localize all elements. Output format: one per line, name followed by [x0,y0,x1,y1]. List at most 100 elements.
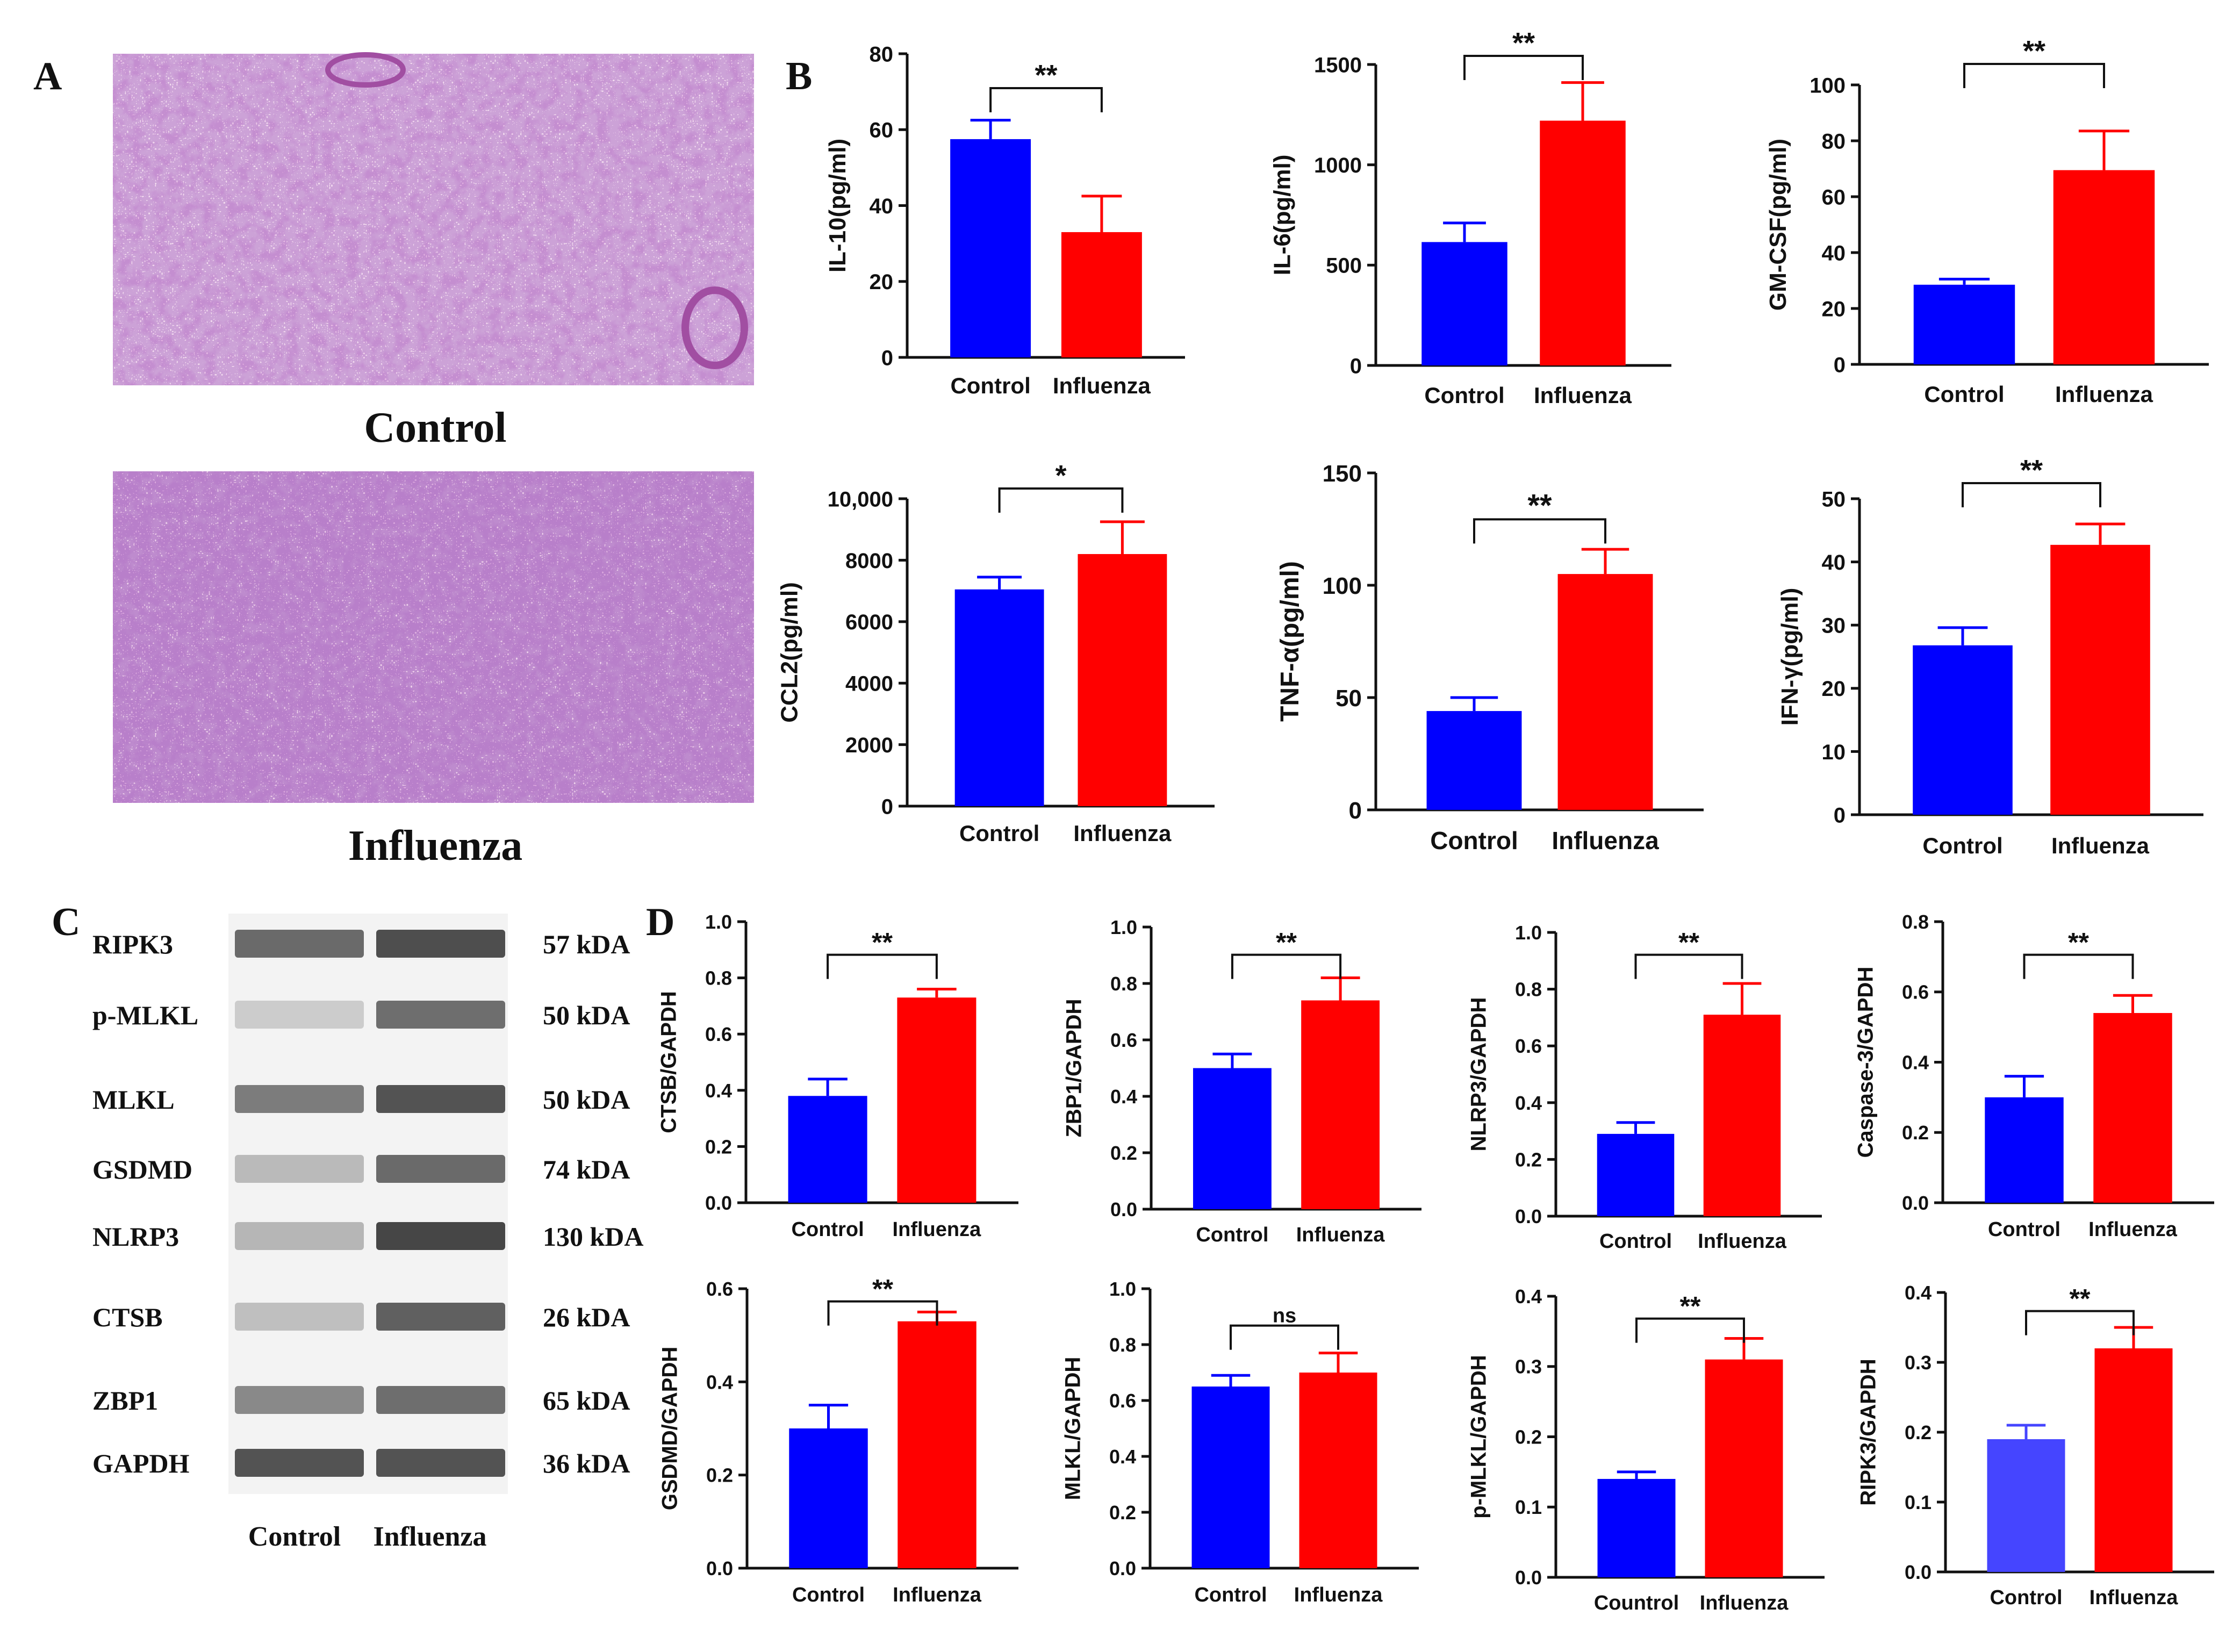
significance-label: ** [872,928,893,958]
significance-bracket [827,1300,938,1326]
bar-control [950,139,1031,357]
y-tick-label: 0.1 [1515,1496,1542,1518]
y-tick-label: 0.8 [1515,979,1542,1001]
y-tick-label: 0.8 [1110,973,1137,995]
y-tick-label: 150 [1323,461,1362,487]
significance-label: ** [2023,35,2045,67]
bar-influenza [2053,170,2155,364]
y-tick-label: 0.0 [1902,1192,1929,1214]
histology-control-bronchiole [325,52,406,88]
x-tick-label: Influenza [1073,821,1172,846]
blot-band-influenza [376,1155,505,1183]
y-tick-label: 0 [1350,354,1362,378]
bar-influenza [2050,544,2150,815]
y-tick-label: 0.6 [705,1023,732,1045]
histology-control [113,52,754,385]
bar-control [1985,1097,2064,1203]
blot-band-influenza [376,930,505,958]
y-tick-label: 0.0 [1109,1557,1136,1579]
blot-size-label: 50 kDA [543,1000,630,1030]
x-tick-label: Influenza [1534,383,1632,408]
x-tick-label: Influenza [1700,1592,1789,1614]
x-tick-label: Influenza [893,1218,982,1241]
x-tick-label: Control [1990,1586,2062,1609]
y-axis-label: ZBP1/GAPDH [1062,999,1086,1138]
x-tick-label: Control [792,1218,864,1241]
bar-influenza [2093,1012,2172,1203]
bar-control [1987,1439,2065,1572]
significance-label: ** [2020,454,2043,486]
x-tick-label: Control [1599,1230,1672,1253]
blot-band-control [235,1001,364,1029]
histology-control-nuclei [113,54,754,385]
significance-label: ** [1680,1291,1701,1321]
y-tick-label: 1.0 [705,911,732,933]
y-tick-label: 20 [1822,677,1846,701]
blot-band-control [235,1449,364,1477]
x-tick-label: Influenza [1296,1224,1385,1246]
panel-letter-c: C [52,900,80,944]
histology-influenza [113,471,754,803]
y-tick-label: 4000 [845,672,893,696]
significance-bracket [998,487,1124,513]
x-tick-label: Influenza [2051,833,2150,858]
y-tick-label: 0.4 [1515,1092,1542,1114]
y-axis-label: MLKL/GAPDH [1061,1357,1085,1500]
blot-protein-label: CTSB [92,1302,163,1332]
significance-bracket [827,953,938,979]
blot-band-control [235,1155,364,1183]
y-tick-label: 80 [870,42,894,66]
y-tick-label: 1.0 [1515,922,1542,944]
y-tick-label: 10,000 [828,487,893,511]
significance-bracket [1962,482,2101,507]
panel-letter-b: B [786,54,812,98]
panel-letter-d: D [646,900,674,944]
bar-control [788,1096,867,1203]
significance-label: ** [872,1274,893,1304]
significance-label: ** [2068,928,2089,958]
blot-lane-influenza: Influenza [374,1521,487,1552]
panel-letter-a: A [33,54,62,98]
bar-control [1597,1133,1675,1216]
chart-pmlkl: 0.0 0.1 0.2 0.3 0.4 p-MLKL/GAPDH Countrol Influ… [1467,1285,1825,1614]
y-tick-label: 0.4 [705,1080,732,1102]
x-tick-label: Influenza [2088,1218,2178,1241]
y-axis-label: p-MLKL/GAPDH [1467,1355,1491,1518]
significance-label: ** [1678,928,1699,958]
y-tick-label: 0.0 [1515,1205,1542,1227]
bar-influenza [1540,120,1626,366]
bar-control [954,589,1044,806]
significance-label: * [1055,459,1066,492]
bar-influenza [1705,1359,1783,1577]
bar-control [1597,1478,1676,1577]
blot-size-label: 36 kDA [543,1448,630,1478]
y-axis-label: RIPK3/GAPDH [1857,1359,1880,1505]
bar-influenza [2094,1348,2173,1572]
significance-bracket [2023,953,2134,979]
y-tick-label: 60 [870,119,894,142]
y-tick-label: 20 [870,270,894,294]
bar-influenza [1703,1015,1781,1216]
x-tick-label: Influenza [1053,373,1151,398]
y-tick-label: 0 [1834,803,1846,827]
y-axis-label: CTSB/GAPDH [657,991,681,1133]
y-tick-label: 0.3 [1905,1352,1932,1374]
blot-band-influenza [376,1001,505,1029]
y-tick-label: 0.2 [1905,1421,1932,1443]
x-tick-label: Influenza [1294,1584,1383,1606]
x-tick-label: Control [1194,1584,1267,1606]
blot-band-influenza [376,1222,505,1250]
y-tick-label: 0.3 [1515,1356,1542,1378]
blot-band-control [235,1085,364,1113]
x-tick-label: Control [1430,827,1518,854]
y-tick-label: 0.4 [1109,1446,1136,1468]
x-tick-label: Influenza [2090,1586,2179,1609]
chart-tnfa: 0 50 100 150 TNF-α(pg/ml) Control Influenza ** [1276,461,1704,854]
y-tick-label: 30 [1822,614,1846,638]
y-tick-label: 1.0 [1110,916,1137,938]
x-tick-label: Control [959,821,1039,846]
y-tick-label: 0.2 [1515,1148,1542,1170]
y-tick-label: 0.0 [1515,1567,1542,1589]
chart-mlkl: 0.0 0.2 0.4 0.6 0.8 1.0 MLKL/GAPDH Control Influ… [1061,1278,1419,1606]
y-tick-label: 40 [1822,241,1846,265]
